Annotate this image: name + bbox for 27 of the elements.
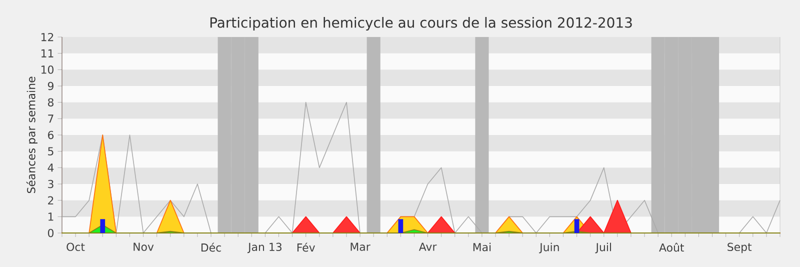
x-tick-label: Juin	[539, 242, 559, 254]
y-tick-label: 10	[41, 66, 54, 74]
x-tick-label: Oct	[66, 242, 85, 252]
x-tick-label: Déc	[201, 242, 221, 252]
y-axis-title: Séances par semaine	[26, 76, 38, 194]
y-tick-label: 4	[48, 164, 54, 172]
y-tick-label: 3	[48, 180, 54, 188]
chart-title: Participation en hemicycle au cours de la session 2012-2013	[210, 17, 632, 31]
y-tick-label: 0	[48, 228, 54, 238]
y-tick-label: 9	[48, 82, 54, 90]
y-tick-label: 11	[41, 49, 54, 58]
x-tick-label: Jan 13	[247, 242, 282, 254]
x-tick-label: Juil	[595, 242, 611, 254]
x-tick-label: Mai	[473, 242, 491, 252]
x-tick-label: Fév	[297, 242, 315, 252]
x-tick-label: Sept	[728, 242, 752, 254]
y-tick-label: 7	[48, 114, 54, 123]
y-tick-label: 6	[48, 130, 54, 140]
x-tick-label: Août	[659, 242, 684, 252]
y-tick-label: 5	[48, 147, 54, 156]
x-tick-label: Avr	[418, 242, 437, 251]
x-tick-label: Mar	[350, 242, 370, 251]
x-tick-label: Nov	[134, 242, 154, 251]
y-tick-label: 8	[48, 98, 54, 106]
y-tick-label: 2	[48, 196, 54, 204]
y-tick-label: 1	[48, 212, 54, 221]
y-tick-label: 12	[41, 32, 54, 42]
